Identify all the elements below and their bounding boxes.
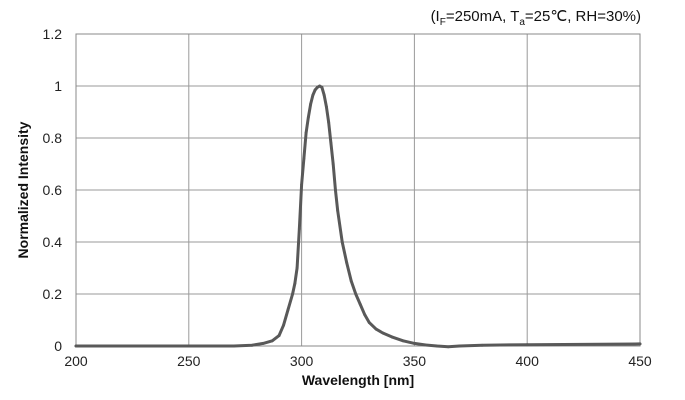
data-point [187, 344, 191, 348]
y-tick-labels: 0 0.2 0.4 0.6 0.8 1 1.2 [43, 26, 63, 354]
data-point [381, 331, 385, 335]
data-point [401, 339, 405, 343]
y-tick-label: 1 [54, 78, 62, 94]
data-point [446, 345, 450, 349]
data-point [322, 93, 326, 97]
x-tick-label: 250 [177, 353, 201, 369]
y-tick-label: 0 [54, 338, 62, 354]
data-point [304, 131, 308, 135]
data-point [261, 342, 265, 345]
data-point [367, 321, 371, 324]
data-point [331, 162, 335, 166]
data-point [363, 313, 367, 317]
x-tick-label: 200 [64, 353, 88, 369]
data-point [295, 266, 299, 270]
series-line [74, 84, 642, 349]
data-point [270, 339, 274, 343]
data-point [302, 157, 306, 161]
data-point [424, 343, 428, 347]
subtitle-if-sub: F [440, 17, 446, 28]
svg-text:(IF=250mA, Ta=25℃, RH=30%): (IF=250mA, Ta=25℃, RH=30%) [431, 8, 641, 28]
x-tick-labels: 200 250 300 350 400 450 [64, 353, 652, 369]
data-point [413, 342, 416, 345]
data-point [480, 343, 484, 347]
x-axis-title: Wavelength [nm] [302, 372, 414, 388]
data-point [311, 93, 315, 97]
y-tick-label: 0.2 [43, 286, 63, 302]
data-point [282, 323, 285, 327]
y-tick-label: 0.4 [43, 234, 63, 250]
data-point [345, 261, 349, 265]
y-tick-label: 0.6 [43, 182, 63, 198]
data-point [329, 141, 333, 145]
data-point [232, 344, 236, 348]
y-axis-title: Normalized Intensity [15, 121, 31, 258]
data-point [390, 335, 394, 339]
data-point [325, 105, 328, 109]
plot-frame [75, 33, 641, 347]
data-point [297, 227, 301, 231]
subtitle-open: (I [431, 8, 440, 25]
data-point [320, 85, 324, 89]
data-point [638, 342, 642, 346]
data-point [286, 308, 290, 311]
data-point [293, 282, 297, 285]
data-point [313, 88, 317, 92]
data-point [336, 209, 340, 213]
data-point [340, 240, 344, 244]
data-point [74, 344, 78, 348]
data-point [334, 188, 337, 192]
data-point [309, 102, 313, 106]
data-point [358, 303, 362, 306]
subtitle-ta-sub: a [519, 17, 525, 28]
y-tick-label: 1.2 [43, 26, 63, 42]
x-tick-label: 350 [403, 353, 427, 369]
subtitle: (IF=250mA, Ta=25℃, RH=30%) [431, 8, 641, 28]
data-point [300, 183, 303, 187]
data-point [291, 292, 294, 296]
data-point [318, 84, 322, 88]
x-tick-label: 300 [290, 353, 314, 369]
data-point [250, 343, 254, 347]
data-point [354, 292, 358, 296]
data-point [349, 279, 353, 283]
data-point [306, 115, 310, 119]
data-point [458, 344, 461, 348]
data-point [525, 343, 529, 347]
subtitle-mid: =250mA, T [446, 8, 520, 25]
data-point [327, 121, 331, 124]
x-tick-label: 450 [628, 353, 652, 369]
x-tick-label: 400 [516, 353, 540, 369]
subtitle-close: =25℃, RH=30%) [525, 8, 641, 25]
data-point [374, 327, 378, 331]
data-points [74, 84, 642, 349]
data-point [277, 334, 281, 337]
data-point [435, 344, 439, 348]
data-point [315, 85, 319, 89]
y-tick-label: 0.8 [43, 130, 63, 146]
